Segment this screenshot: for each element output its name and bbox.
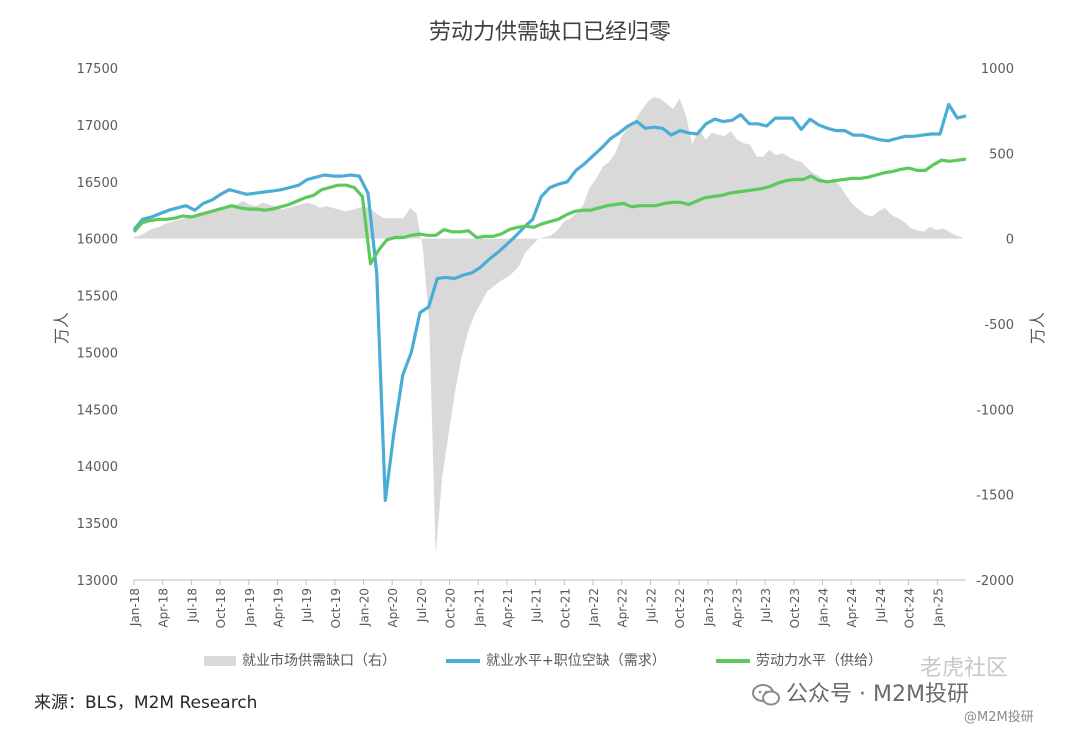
x-tick-label: Jan-21 [472, 588, 486, 627]
y-right-tick-label: -500 [984, 318, 1014, 333]
y-left-tick-label: 15000 [77, 346, 118, 361]
y-right-tick-label: -2000 [976, 574, 1014, 589]
x-tick-label: Jul-19 [300, 588, 314, 623]
wechat-icon [752, 684, 780, 706]
x-tick-label: Jan-18 [128, 588, 142, 627]
chart-title: 劳动力供需缺口已经归零 [428, 20, 671, 45]
y-left-tick-label: 17500 [77, 62, 118, 77]
right-axis-title: 万人 [1028, 311, 1048, 345]
x-tick-label: Apr-23 [730, 588, 744, 628]
left-axis-title: 万人 [52, 311, 72, 345]
x-tick-label: Apr-22 [616, 588, 630, 628]
x-tick-label: Jul-23 [759, 588, 773, 623]
watermark-handle: @M2M投研 [964, 710, 1034, 725]
y-left-tick-label: 14000 [77, 460, 118, 475]
x-tick-label: Jul-21 [530, 588, 544, 623]
x-tick-label: Oct-22 [673, 588, 687, 628]
legend-item-gap: 就业市场供需缺口（右） [204, 650, 396, 670]
legend-label-gap: 就业市场供需缺口（右） [242, 653, 396, 669]
x-tick-label: Oct-20 [444, 588, 458, 628]
x-tick-label: Jan-22 [587, 588, 601, 627]
x-tick-label: Apr-21 [501, 588, 515, 628]
series-area-gap [134, 97, 962, 555]
y-left-tick-label: 16500 [77, 176, 118, 191]
y-left-tick-label: 13500 [77, 517, 118, 532]
x-tick-label: Jan-19 [243, 588, 257, 627]
x-tick-label: Jan-24 [817, 588, 831, 627]
source-note: 来源：BLS，M2M Research [34, 693, 258, 713]
series-line-supply [132, 157, 967, 266]
y-right-tick-label: -1000 [976, 403, 1014, 418]
legend-swatch-demand [446, 659, 480, 663]
legend-item-demand: 就业水平+职位空缺（需求） [446, 650, 666, 670]
y-left-tick-label: 17000 [77, 119, 118, 134]
x-tick-label: Jul-20 [415, 588, 429, 623]
x-tick-label: Apr-24 [845, 588, 859, 628]
y-right-tick-label: 500 [989, 147, 1014, 162]
x-tick-label: Jan-23 [702, 588, 716, 627]
y-right-tick-label: -1500 [976, 489, 1014, 504]
y-left-tick-label: 14500 [77, 403, 118, 418]
x-tick-label: Apr-19 [271, 588, 285, 628]
x-tick-label: Jul-18 [185, 588, 199, 623]
watermark-community: 老虎社区 [920, 656, 1009, 681]
y-left-tick-label: 15500 [77, 290, 118, 305]
x-tick-label: Oct-24 [903, 588, 917, 628]
x-tick-label: Oct-23 [788, 588, 802, 628]
y-left-tick-label: 13000 [77, 574, 118, 589]
x-tick-label: Apr-20 [386, 588, 400, 628]
legend-swatch-supply [716, 659, 750, 663]
legend-label-supply: 劳动力水平（供给） [756, 653, 882, 669]
x-tick-label: Apr-18 [157, 588, 171, 628]
legend-swatch-gap [204, 656, 236, 666]
x-tick-label: Oct-18 [214, 588, 228, 628]
x-tick-label: Jan-25 [931, 588, 945, 627]
x-tick-label: Oct-21 [558, 588, 572, 628]
legend-item-supply: 劳动力水平（供给） [716, 650, 882, 670]
y-left-tick-label: 16000 [77, 233, 118, 248]
watermark-account: 公众号 · M2M投研 [752, 676, 969, 708]
x-tick-label: Oct-19 [329, 588, 343, 628]
x-tick-label: Jul-24 [874, 588, 888, 623]
legend-label-demand: 就业水平+职位空缺（需求） [486, 653, 666, 669]
series-line-demand [132, 102, 967, 502]
x-tick-label: Jul-22 [644, 588, 658, 623]
x-tick-label: Jan-20 [358, 588, 372, 627]
y-right-tick-label: 1000 [981, 62, 1014, 77]
watermark-main-text: 公众号 · M2M投研 [786, 682, 969, 707]
y-right-tick-label: 0 [1006, 233, 1014, 248]
